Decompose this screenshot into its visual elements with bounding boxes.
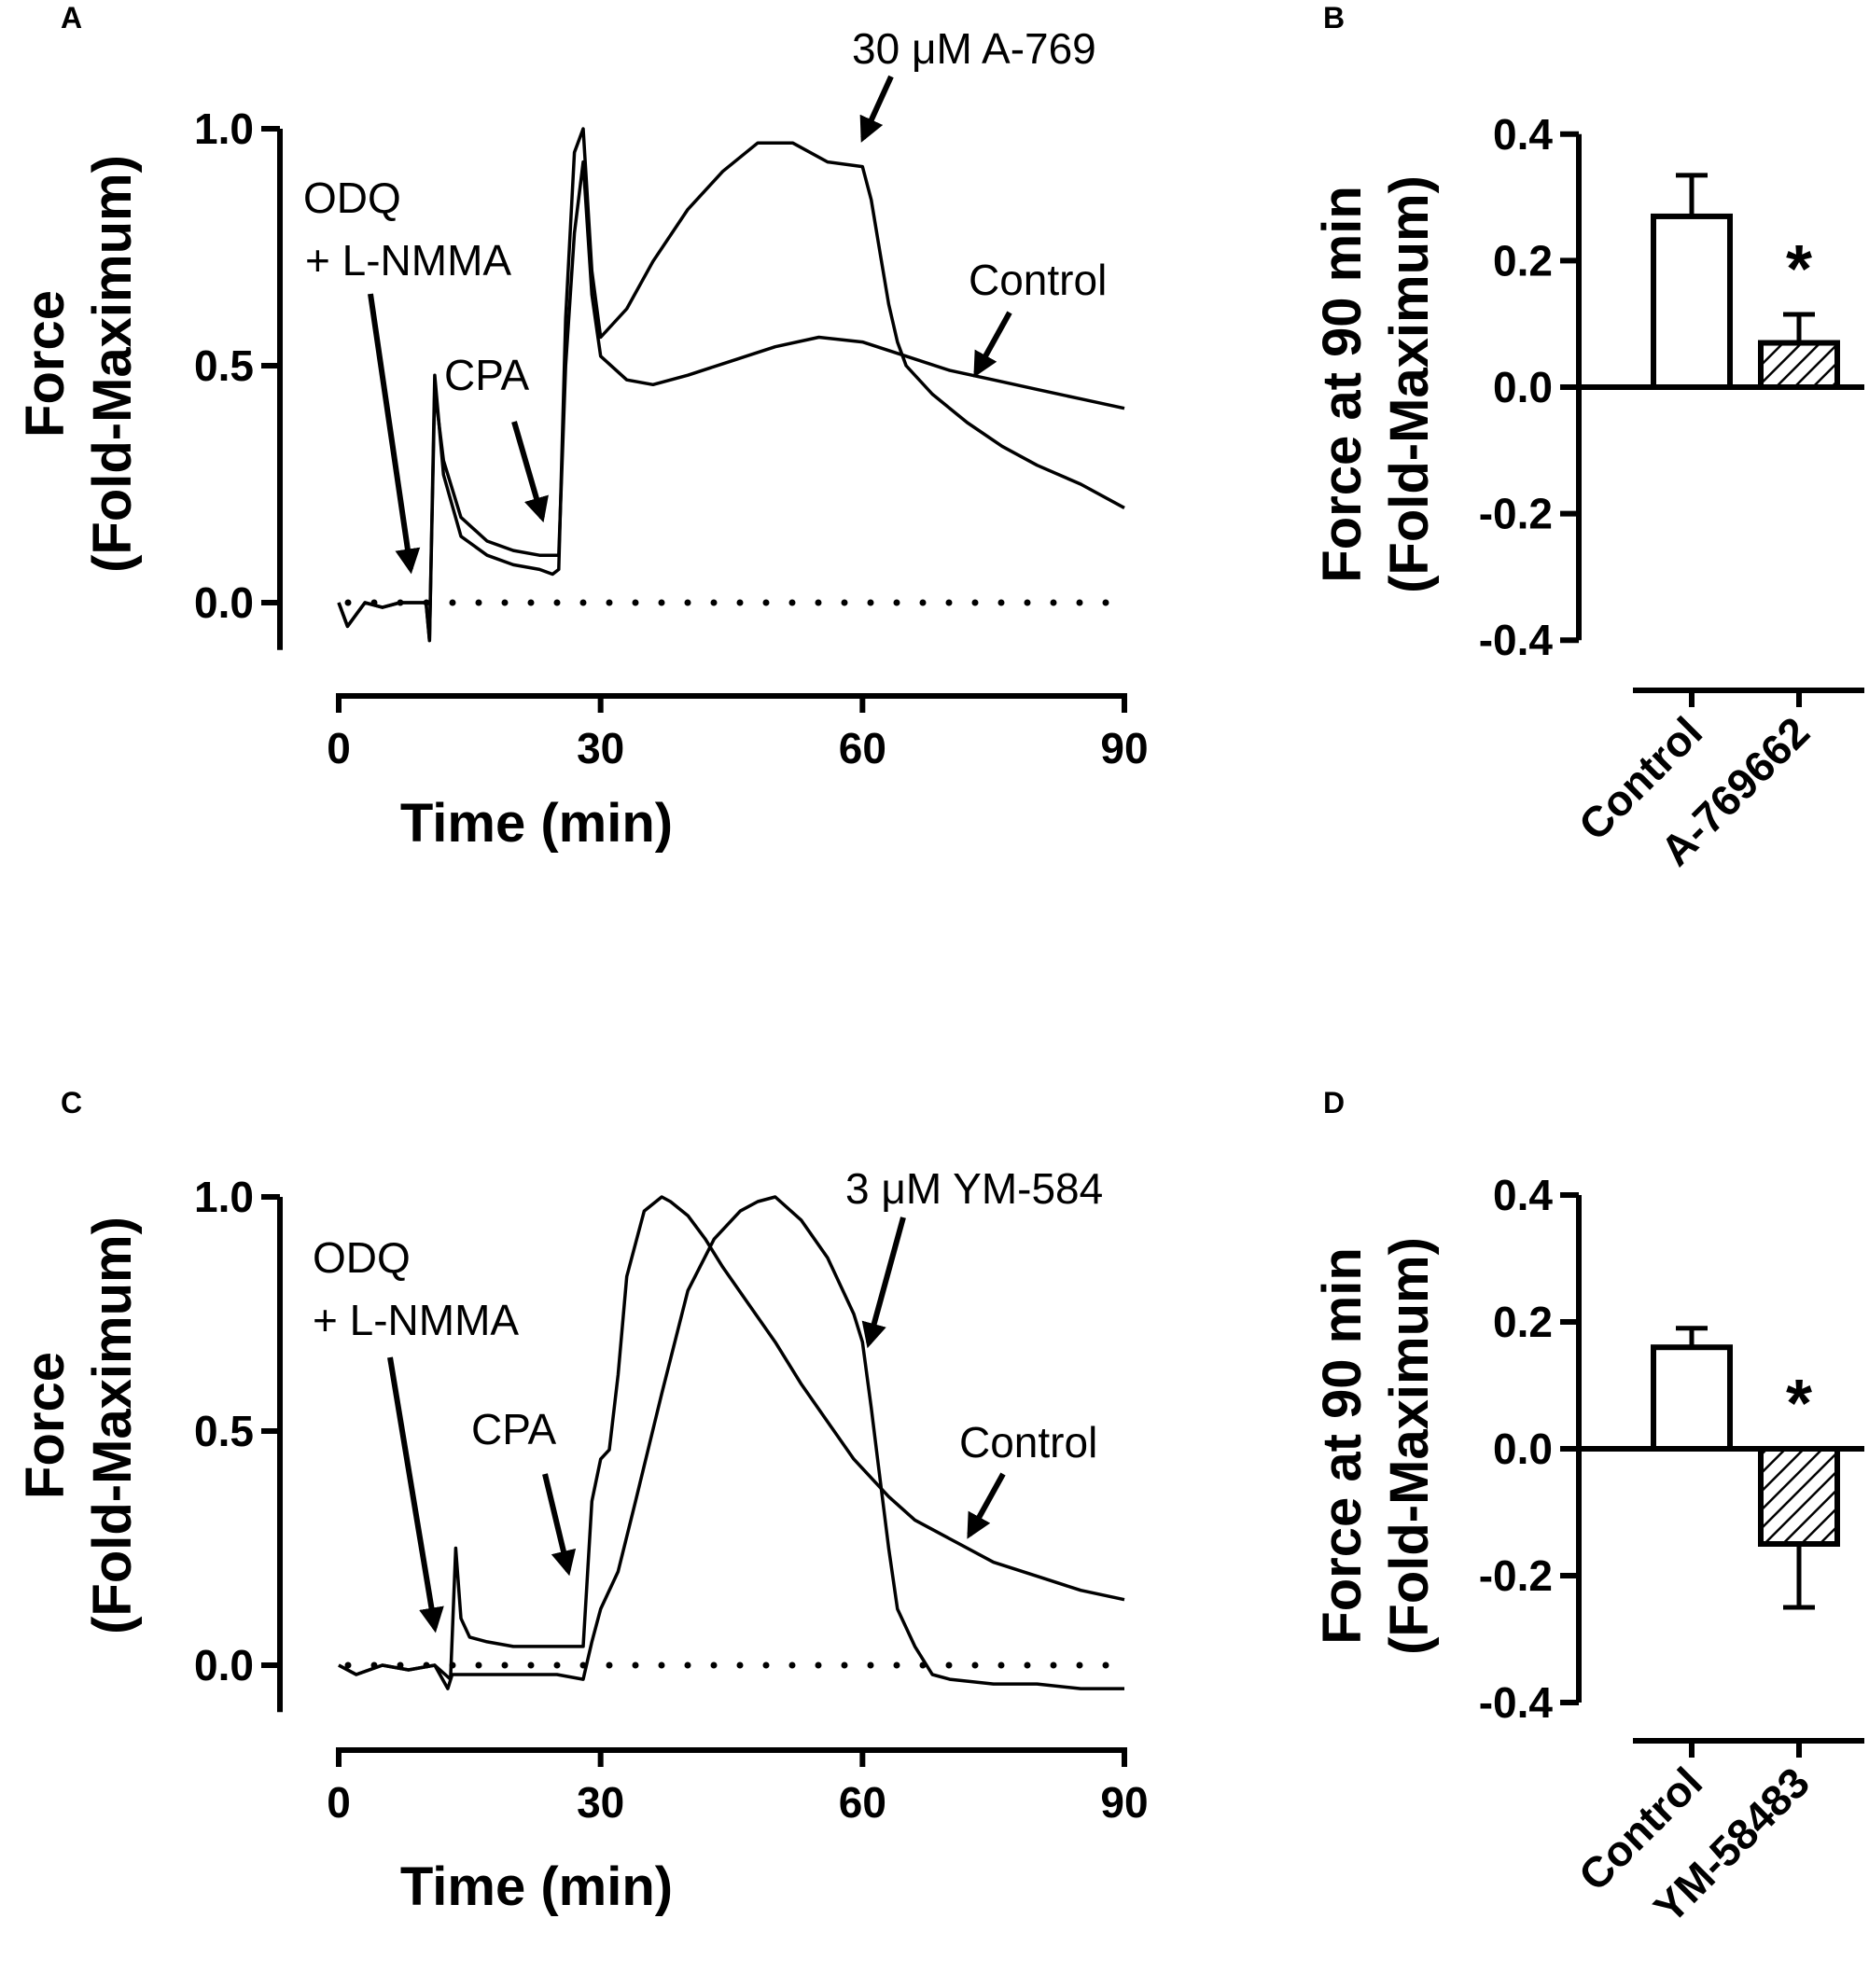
y-tick-label: 0.0: [194, 1641, 254, 1689]
x-tick-label: 60: [839, 1778, 886, 1827]
annotation-odq: ODQ: [313, 1233, 411, 1282]
arrow-drug: [859, 75, 894, 143]
y-tick-label: -0.4: [1479, 1678, 1554, 1727]
annotation-lnmma: + L-NMMA: [305, 236, 511, 285]
significance-marker: *: [1786, 232, 1812, 307]
y-tick-label: -0.4: [1479, 616, 1554, 664]
arrow-odq: [387, 1356, 444, 1633]
y-tick-label: 0.0: [1493, 1425, 1553, 1473]
x-axis-title: Time (min): [400, 793, 673, 854]
bar-treatment: [1758, 340, 1840, 391]
y-axis-title: Force at 90 min (Fold-Maximum): [1312, 175, 1440, 593]
significance-marker: *: [1786, 1367, 1812, 1441]
x-tick-label: 60: [839, 724, 886, 772]
y-axis-title-line1: Force at 90 min: [1312, 186, 1373, 582]
y-axis-title: Force (Fold-Maximum): [15, 155, 143, 573]
y-axis-title-line1: Force: [15, 1352, 76, 1499]
y-tick-label: 0.0: [194, 578, 254, 627]
x-axis-title: Time (min): [400, 1856, 673, 1917]
series-group: [338, 1195, 1128, 1690]
panel-letter-d: D: [1323, 1086, 1345, 1119]
panel-b: B Force at 90 min (Fold-Maximum) 0.4 0.2 0…: [1312, 1, 1864, 875]
arrow-cpa: [542, 1473, 577, 1577]
annotation-control: Control: [969, 256, 1107, 304]
y-tick-label: 0.5: [194, 1407, 254, 1455]
y-tick-label: 0.0: [1493, 363, 1553, 411]
y-axis-title-line1: Force: [15, 290, 76, 438]
series-line-control: [337, 160, 1125, 643]
annotations: ODQ + L-NMMA CPA 30 μM A-769 Control: [303, 24, 1107, 575]
series-line-drug: [337, 127, 1125, 643]
annotation-drug: 30 μM A-769: [852, 24, 1096, 73]
annotation-drug: 3 μM YM-584: [845, 1164, 1103, 1213]
x-tick-label: 0: [327, 1778, 351, 1827]
annotation-cpa: CPA: [471, 1405, 556, 1453]
y-tick-label: 0.2: [1493, 236, 1553, 285]
y-axis-title-line2: (Fold-Maximum): [1379, 175, 1440, 593]
y-axis-title-line1: Force at 90 min: [1312, 1247, 1373, 1644]
annotation-odq: ODQ: [303, 174, 401, 222]
y-tick-label: 1.0: [194, 104, 254, 153]
y-tick-label: 0.4: [1493, 1171, 1553, 1219]
y-tick-label: -0.2: [1479, 490, 1553, 538]
bars-group: *: [1579, 1326, 1864, 1610]
panel-a: A Force (Fold-Maximum) 1.00.50.00 30 60 90 …: [15, 1, 1149, 854]
arrow-control: [967, 1472, 1006, 1539]
panel-c: C Force (Fold-Maximum) 1.00.50.00 30 60 90 …: [15, 1086, 1149, 1917]
bar-control: [1651, 1344, 1733, 1452]
axes: 1.0 0.5 0.0 0 30 60 90: [194, 104, 1149, 772]
annotations: ODQ + L-NMMA CPA 3 μM YM-584 Control: [313, 1164, 1103, 1633]
arrow-control: [973, 311, 1012, 378]
annotation-lnmma: + L-NMMA: [313, 1296, 519, 1344]
arrow-cpa: [511, 421, 549, 523]
y-tick-label: -0.2: [1479, 1551, 1553, 1600]
y-axis-title: Force at 90 min (Fold-Maximum): [1312, 1237, 1440, 1655]
bars-group: *: [1579, 173, 1864, 391]
y-tick-label: 0.4: [1493, 110, 1553, 159]
axes: 1.0 0.5 0.0 0 30 60 90: [194, 1173, 1149, 1827]
arrow-drug: [861, 1216, 906, 1349]
y-tick-label: 0.5: [194, 341, 254, 390]
y-axis-title-line2: (Fold-Maximum): [82, 1216, 143, 1634]
x-tick-label: 0: [327, 724, 351, 772]
annotation-control: Control: [959, 1418, 1097, 1467]
x-tick-label: 90: [1100, 724, 1148, 772]
y-axis-title: Force (Fold-Maximum): [15, 1216, 143, 1634]
x-tick-label: 30: [577, 1778, 624, 1827]
series-line-control: [338, 1195, 1125, 1681]
series-group: [337, 127, 1128, 643]
panel-letter-b: B: [1323, 1, 1345, 35]
bar-control: [1651, 213, 1733, 390]
x-tick-label: 90: [1100, 1778, 1148, 1827]
panel-d: D Force at 90 min (Fold-Maximum) 0.4 0.2 0…: [1312, 1086, 1864, 1932]
y-axis-title-line2: (Fold-Maximum): [82, 155, 143, 573]
annotation-cpa: CPA: [444, 351, 529, 399]
y-axis-title-line2: (Fold-Maximum): [1379, 1237, 1440, 1655]
bar-treatment: [1758, 1446, 1840, 1547]
x-tick-label: 30: [577, 724, 624, 772]
arrow-odq: [368, 293, 421, 575]
series-line-drug: [338, 1195, 1124, 1690]
y-tick-label: 1.0: [194, 1173, 254, 1221]
panel-letter-a: A: [61, 1, 82, 35]
panel-letter-c: C: [61, 1086, 82, 1119]
y-tick-label: 0.2: [1493, 1298, 1553, 1346]
